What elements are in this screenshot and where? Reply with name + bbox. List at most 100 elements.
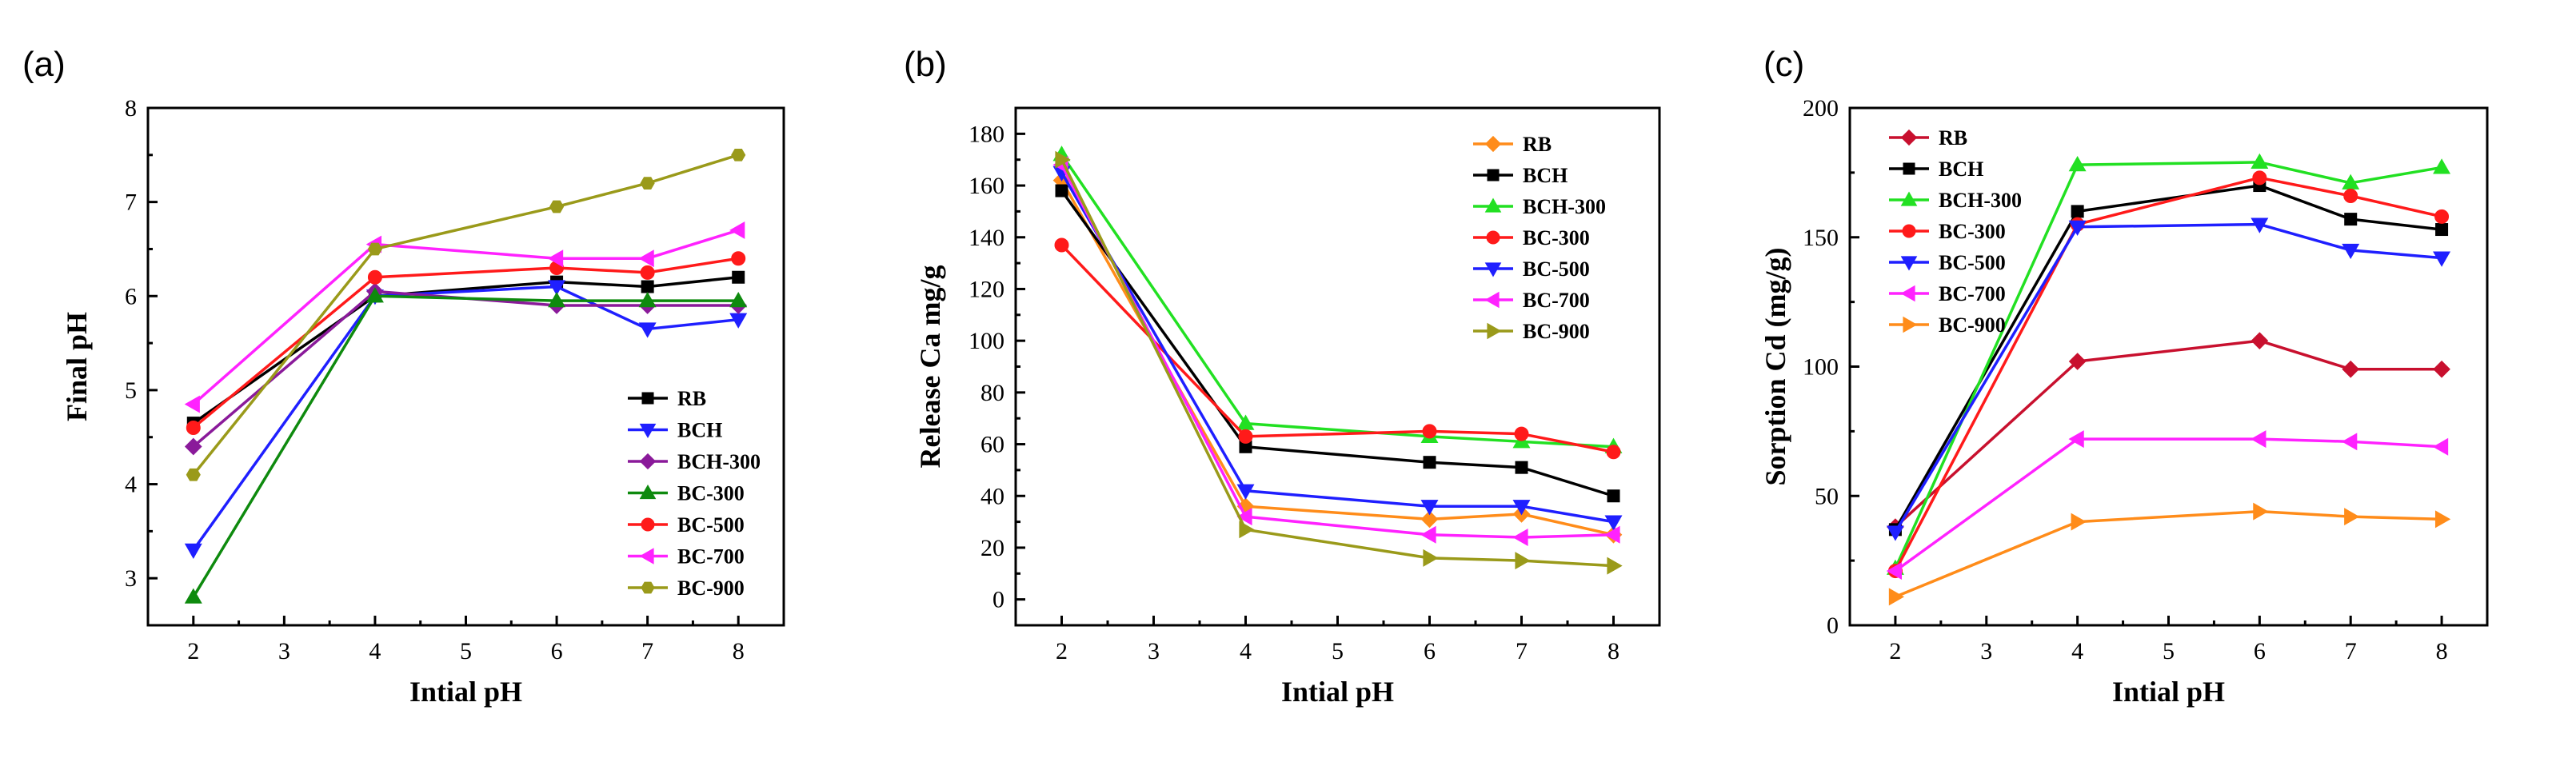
panel-b-y-tick-label: 140 (968, 225, 1004, 251)
panel-b-point-bc-700 (1512, 529, 1528, 546)
panel-b-y-tick-label: 100 (968, 328, 1004, 354)
panel-b-point-bc-300 (1606, 445, 1621, 460)
panel-a-legend-marker-bc-300 (639, 485, 657, 500)
panel-a-point-bc-300 (184, 588, 202, 604)
panel-b-legend-label-bch-300: BCH-300 (1523, 195, 1606, 218)
panel-a-label: (a) (22, 45, 66, 84)
panel-c-point-bch-300 (2433, 158, 2451, 174)
panel-b-point-bch (1423, 456, 1436, 469)
panel-a-point-bc-300 (638, 292, 657, 308)
panel-a-legend: RB BCH BCH-300 BC-300 BC-500 BC-700 BC-900 (628, 387, 761, 600)
panel-a-series-bc-500 (186, 251, 746, 435)
panel-b-point-rb (1420, 510, 1439, 529)
panel-c-point-rb (2433, 360, 2450, 378)
panel-c-series-bc-500 (1886, 217, 2451, 541)
panel-a-series-bc-300 (184, 287, 748, 604)
panel-b-point-bc-500 (1420, 500, 1439, 516)
panel-c-point-bch (2344, 213, 2358, 226)
panel-c-point-bch (2071, 205, 2084, 218)
panel-b-legend-marker-bch-300 (1484, 197, 1502, 213)
panel-a-point-bc-700 (729, 221, 745, 239)
panel-b-x-tick-label: 8 (1608, 638, 1619, 664)
panel-a-y-axis-title: Final pH (61, 312, 93, 421)
panel-a-point-bc-900 (186, 468, 201, 481)
panel-b-legend-label-bc-500: BC-500 (1523, 257, 1590, 281)
panel-b-y-tick-label: 80 (980, 380, 1004, 406)
panel-a-y-tick-label: 6 (125, 283, 137, 309)
panel-b-legend-label-bc-900: BC-900 (1523, 320, 1590, 343)
panel-c-x-tick-label: 4 (2071, 638, 2083, 664)
panel-c-legend: RB BCH BCH-300 BC-300 BC-500 BC-700 BC-900 (1889, 126, 2022, 337)
panel-c: (c) 2 3 4 5 6 7 8 0 50 100 150 200 Intial pH Sorption … (1759, 45, 2489, 708)
panel-b-legend-marker-bc-500 (1484, 262, 1502, 277)
panel-b-point-bc-500 (1236, 484, 1255, 500)
panel-a-point-bch (548, 280, 566, 296)
panel-c-y-tick-label: 200 (1803, 95, 1839, 122)
panel-c-y-tick-label: 50 (1815, 483, 1839, 509)
panel-c-point-bc-700 (2068, 430, 2084, 449)
panel-c-series-bc-300 (1887, 170, 2450, 579)
panel-c-y-tick-label: 150 (1803, 225, 1839, 251)
panel-b-legend-marker-bc-700 (1484, 291, 1500, 309)
panel-a-series-bch (184, 280, 748, 560)
panel-b-point-bc-700 (1604, 525, 1620, 544)
panel-b-x-tick-label: 3 (1148, 638, 1160, 664)
panel-c-label: (c) (1763, 45, 1804, 84)
panel-a-x-axis-title: Intial pH (409, 676, 522, 708)
panel-c-point-bc-300 (2343, 188, 2358, 203)
panel-c-point-bc-300 (2252, 170, 2267, 186)
panel-a-point-bc-900 (731, 148, 746, 162)
panel-b-x-tick-label: 5 (1332, 638, 1344, 664)
panel-a-point-bc-300 (729, 292, 748, 308)
panel-b-y-tick-label: 0 (992, 587, 1004, 613)
panel-a-point-bc-900 (640, 177, 655, 190)
panel-a-point-bc-900 (367, 242, 383, 256)
panel-b-y-tick-label: 60 (980, 432, 1004, 458)
panel-b-point-bc-500 (1512, 500, 1531, 516)
panel-c-x-tick-label: 2 (1889, 638, 1901, 664)
panel-c-point-rb (2342, 360, 2360, 378)
panel-c-point-bc-900 (2434, 510, 2451, 529)
panel-c-point-bc-700 (1886, 562, 1903, 580)
panel-c-point-bc-700 (2432, 437, 2449, 456)
panel-a-legend-label-bc-500: BC-500 (677, 513, 745, 537)
panel-a-point-bc-900 (549, 200, 565, 213)
panel-b-legend-marker-bc-900 (1487, 322, 1502, 340)
panel-b-point-bc-700 (1420, 525, 1436, 544)
panel-c-point-bc-700 (2342, 433, 2358, 451)
panel-a-legend-marker-bch-300 (639, 453, 657, 470)
panel-c-x-tick-label: 3 (1980, 638, 1992, 664)
panel-c-line-rb (1894, 339, 2442, 529)
panel-c-legend-marker-rb (1900, 129, 1918, 146)
panel-c-point-bc-500 (2251, 217, 2269, 233)
panel-a-line-bc-900 (192, 154, 739, 476)
panel-c-legend-marker-bch-300 (1900, 191, 1918, 206)
panel-a-series-bc-700 (184, 221, 745, 413)
panel-a-legend-marker-bc-700 (639, 548, 654, 565)
panel-a-point-bc-500 (186, 420, 201, 435)
panel-c-point-bc-500 (1886, 525, 1904, 541)
panel-b-point-bch (1515, 461, 1528, 474)
panel-b-x-tick-label: 7 (1516, 638, 1528, 664)
panel-c-point-bc-900 (1888, 588, 1905, 606)
panel-a-line-bch (192, 285, 739, 551)
panel-b-y-axis-title: Release Ca mg/g (914, 265, 946, 469)
panel-c-point-bc-500 (2433, 251, 2451, 267)
panel-a-point-bc-300 (365, 287, 384, 303)
panel-b-legend-marker-bch (1487, 169, 1500, 182)
panel-b-x-axis-title: Intial pH (1281, 676, 1394, 708)
panel-b-legend-marker-rb (1484, 135, 1502, 153)
panel-c-legend-marker-bc-300 (1902, 224, 1916, 238)
panel-a-y-tick-label: 4 (125, 472, 137, 498)
panel-b-legend-marker-bc-300 (1486, 230, 1500, 245)
panel-c-point-bch-300 (2251, 153, 2269, 170)
panel-a-legend-label-bc-300: BC-300 (677, 482, 745, 505)
panel-c-legend-label-bch: BCH (1939, 158, 1983, 181)
panel-c-line-bc-700 (1894, 437, 2442, 572)
panel-c-legend-marker-bc-700 (1900, 285, 1915, 302)
panel-c-x-tick-label: 8 (2436, 638, 2448, 664)
panel-a-legend-marker-bch (639, 423, 657, 438)
panel-b-point-bc-700 (1236, 508, 1252, 526)
panel-c-x-tick-label: 6 (2254, 638, 2266, 664)
